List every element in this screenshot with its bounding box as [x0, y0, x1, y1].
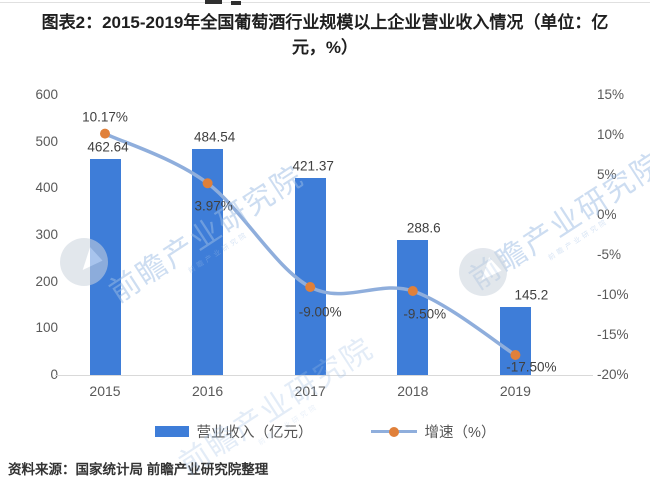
bar-swatch-icon	[154, 426, 189, 437]
right-axis-tick: 5%	[597, 167, 617, 182]
logo-wedge-icon	[482, 256, 505, 285]
left-axis-tick: 600	[35, 87, 58, 102]
legend-label-revenue: 营业收入（亿元）	[196, 425, 313, 441]
x-axis-label: 2015	[89, 383, 121, 399]
x-axis-label: 2016	[192, 383, 224, 399]
watermark-logo-icon	[459, 248, 507, 296]
line-swatch-icon	[370, 426, 417, 437]
growth-value-label: -17.50%	[506, 359, 557, 375]
left-axis-tick: 500	[35, 133, 58, 149]
left-axis-tick: 100	[35, 320, 58, 336]
left-axis-tick: 0	[14, 367, 58, 383]
right-axis-tick: -10%	[597, 287, 629, 302]
bar-value-label: 421.37	[292, 158, 334, 174]
revenue-bar	[192, 148, 224, 375]
growth-value-label: -9.50%	[403, 306, 447, 322]
source-note: 资料来源：国家统计局 前瞻产业研究院整理	[8, 462, 269, 477]
growth-marker-icon	[100, 128, 110, 139]
bar-value-label: 462.64	[87, 139, 129, 155]
bar-value-label: 484.54	[193, 129, 236, 145]
left-axis-tick: 200	[35, 273, 58, 289]
growth-value-label: -9.00%	[298, 304, 342, 320]
x-axis-label: 2019	[499, 383, 531, 399]
right-axis-tick: -15%	[597, 327, 629, 342]
chart-title: 图表2：2015-2019年全国葡萄酒行业规模以上企业营业收入情况（单位：亿元，…	[41, 13, 609, 57]
right-axis-tick: -20%	[597, 367, 629, 382]
bar-value-label: 288.6	[406, 220, 441, 236]
right-axis-tick: -5%	[597, 247, 622, 262]
right-axis-tick: 15%	[597, 87, 625, 102]
growth-value-label: 10.17%	[82, 109, 128, 125]
x-axis-label: 2017	[294, 383, 326, 399]
x-axis-label: 2018	[397, 383, 429, 399]
legend-item-growth: 增速（%）	[370, 421, 496, 442]
legend-item-revenue: 营业收入（亿元）	[154, 421, 313, 442]
crop-artifact	[231, 1, 241, 5]
left-axis-tick: 400	[35, 180, 58, 196]
bar-value-label: 145.2	[514, 287, 549, 303]
left-axis-tick: 300	[35, 227, 58, 242]
marker-dot-icon	[388, 426, 399, 437]
revenue-bar	[89, 159, 121, 375]
crop-artifact	[205, 0, 222, 4]
top-border-line	[0, 2, 650, 3]
revenue-bar	[294, 178, 326, 375]
x-axis-line	[55, 375, 593, 376]
growth-value-label: 3.97%	[194, 198, 233, 214]
right-axis-tick: 10%	[597, 127, 625, 142]
right-axis-tick: 0%	[597, 207, 617, 222]
legend-label-growth: 增速（%）	[424, 425, 496, 441]
legend: 营业收入（亿元） 增速（%）	[0, 421, 650, 442]
